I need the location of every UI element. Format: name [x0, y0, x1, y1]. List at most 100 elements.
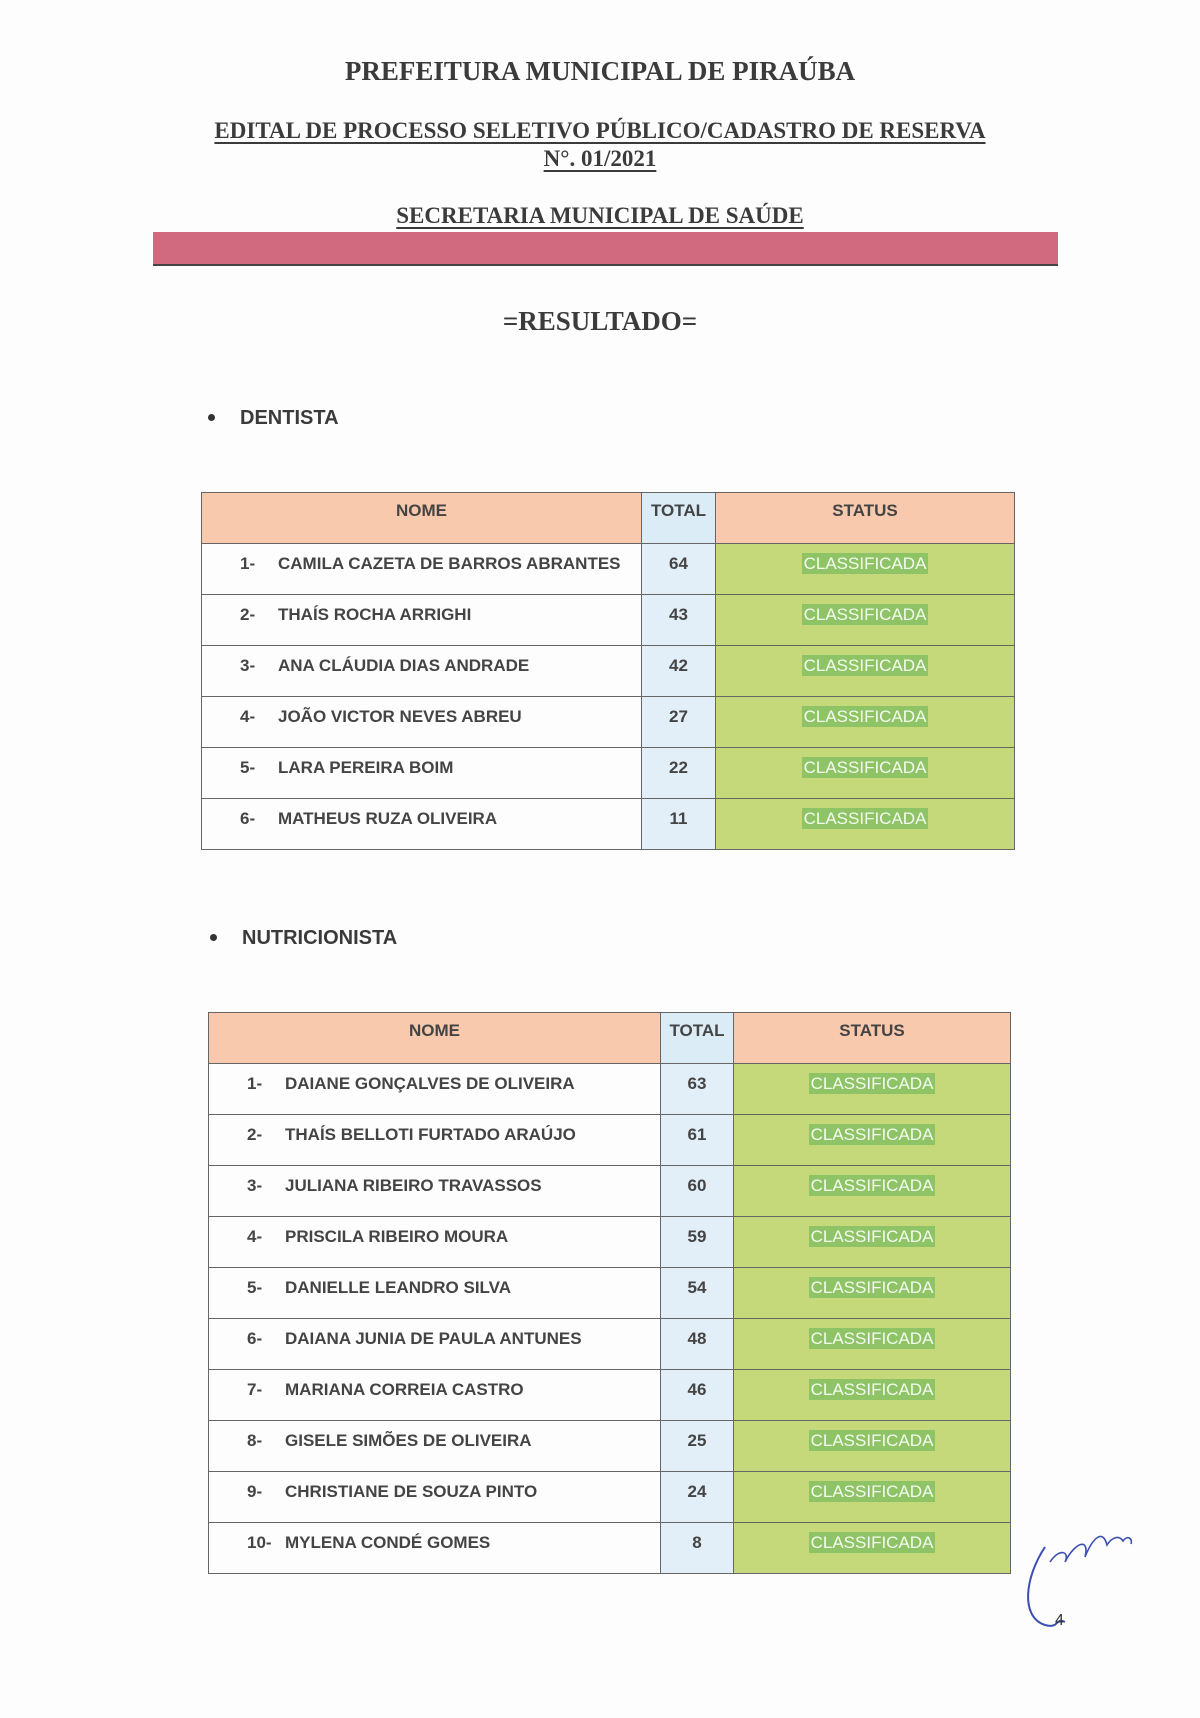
- section-title: NUTRICIONISTA: [242, 927, 398, 949]
- total-cell: 42: [641, 645, 716, 697]
- col-total: TOTAL: [660, 1012, 734, 1064]
- status-badge: CLASSIFICADA: [808, 1328, 936, 1349]
- rank: 1-: [240, 554, 256, 573]
- candidate-name: GISELE SIMÕES DE OLIVEIRA: [285, 1431, 532, 1450]
- status-badge: CLASSIFICADA: [808, 1124, 936, 1145]
- edital-number: N°. 01/2021: [0, 146, 1200, 172]
- candidate-name: THAÍS ROCHA ARRIGHI: [278, 605, 472, 624]
- edital-text: EDITAL DE PROCESSO SELETIVO PÚBLICO/CADA…: [214, 118, 986, 143]
- name-cell: 2- THAÍS BELLOTI FURTADO ARAÚJO: [208, 1114, 661, 1166]
- total-cell: 59: [660, 1216, 734, 1268]
- name-cell: 5- DANIELLE LEANDRO SILVA: [208, 1267, 661, 1319]
- total-cell: 46: [660, 1369, 734, 1421]
- status-badge: CLASSIFICADA: [808, 1532, 936, 1553]
- table-row: 4- JOÃO VICTOR NEVES ABREU 27 CLASSIFICADA: [201, 696, 1015, 748]
- rank: 8-: [247, 1431, 263, 1450]
- col-total: TOTAL: [641, 492, 716, 544]
- candidate-name: JULIANA RIBEIRO TRAVASSOS: [285, 1176, 542, 1195]
- rank: 3-: [240, 656, 256, 675]
- status-badge: CLASSIFICADA: [801, 553, 929, 574]
- section-dentista: DENTISTA: [208, 407, 339, 430]
- total-cell: 43: [641, 594, 716, 646]
- table-header: NOME TOTAL STATUS: [201, 492, 1015, 544]
- status-badge: CLASSIFICADA: [808, 1481, 936, 1502]
- candidate-name: DANIELLE LEANDRO SILVA: [285, 1278, 512, 1297]
- rank: 2-: [247, 1125, 263, 1144]
- col-status: STATUS: [733, 1012, 1011, 1064]
- name-cell: 9- CHRISTIANE DE SOUZA PINTO: [208, 1471, 661, 1523]
- name-cell: 3- ANA CLÁUDIA DIAS ANDRADE: [201, 645, 642, 697]
- status-badge: CLASSIFICADA: [801, 757, 929, 778]
- col-nome: NOME: [208, 1012, 661, 1064]
- status-cell: CLASSIFICADA: [733, 1114, 1011, 1166]
- name-cell: 10- MYLENA CONDÉ GOMES: [208, 1522, 661, 1574]
- status-badge: CLASSIFICADA: [808, 1175, 936, 1196]
- dentista-table: NOME TOTAL STATUS 1- CAMILA CAZETA DE BAR…: [201, 492, 1015, 850]
- total-cell: 27: [641, 696, 716, 748]
- status-cell: CLASSIFICADA: [733, 1063, 1011, 1115]
- table-row: 5- DANIELLE LEANDRO SILVA 54 CLASSIFICADA: [208, 1267, 1011, 1319]
- candidate-name: MATHEUS RUZA OLIVEIRA: [278, 809, 498, 828]
- name-cell: 1- DAIANE GONÇALVES DE OLIVEIRA: [208, 1063, 661, 1115]
- total-cell: 11: [641, 798, 716, 850]
- table-row: 6- MATHEUS RUZA OLIVEIRA 11 CLASSIFICADA: [201, 798, 1015, 850]
- table-row: 3- JULIANA RIBEIRO TRAVASSOS 60 CLASSIFICAD…: [208, 1165, 1011, 1217]
- status-cell: CLASSIFICADA: [733, 1369, 1011, 1421]
- name-cell: 5- LARA PEREIRA BOIM: [201, 747, 642, 799]
- total-cell: 22: [641, 747, 716, 799]
- candidate-name: THAÍS BELLOTI FURTADO ARAÚJO: [285, 1125, 576, 1144]
- status-badge: CLASSIFICADA: [801, 808, 929, 829]
- name-cell: 7- MARIANA CORREIA CASTRO: [208, 1369, 661, 1421]
- status-badge: CLASSIFICADA: [808, 1226, 936, 1247]
- status-badge: CLASSIFICADA: [801, 706, 929, 727]
- edital-number-text: N°. 01/2021: [543, 146, 657, 171]
- table-row: 10- MYLENA CONDÉ GOMES 8 CLASSIFICADA: [208, 1522, 1011, 1574]
- status-cell: CLASSIFICADA: [715, 747, 1015, 799]
- total-cell: 8: [660, 1522, 734, 1574]
- rank: 3-: [247, 1176, 263, 1195]
- col-nome: NOME: [201, 492, 642, 544]
- name-cell: 6- DAIANA JUNIA DE PAULA ANTUNES: [208, 1318, 661, 1370]
- total-cell: 61: [660, 1114, 734, 1166]
- name-cell: 2- THAÍS ROCHA ARRIGHI: [201, 594, 642, 646]
- status-badge: CLASSIFICADA: [808, 1277, 936, 1298]
- status-cell: CLASSIFICADA: [715, 543, 1015, 595]
- nutricionista-table: NOME TOTAL STATUS 1- DAIANE GONÇALVES DE …: [208, 1012, 1011, 1574]
- edital-title: EDITAL DE PROCESSO SELETIVO PÚBLICO/CADA…: [0, 118, 1200, 144]
- col-status: STATUS: [715, 492, 1015, 544]
- name-cell: 8- GISELE SIMÕES DE OLIVEIRA: [208, 1420, 661, 1472]
- signature: 4: [1027, 1535, 1133, 1629]
- resultado-heading: =RESULTADO=: [502, 306, 698, 336]
- candidate-name: JOÃO VICTOR NEVES ABREU: [278, 707, 522, 726]
- total-cell: 48: [660, 1318, 734, 1370]
- status-cell: CLASSIFICADA: [715, 696, 1015, 748]
- total-cell: 60: [660, 1165, 734, 1217]
- candidate-name: LARA PEREIRA BOIM: [278, 758, 454, 777]
- page-number: 4: [1055, 1612, 1064, 1629]
- status-cell: CLASSIFICADA: [715, 645, 1015, 697]
- name-cell: 6- MATHEUS RUZA OLIVEIRA: [201, 798, 642, 850]
- rank: 5-: [240, 758, 256, 777]
- table-row: 5- LARA PEREIRA BOIM 22 CLASSIFICADA: [201, 747, 1015, 799]
- rank: 6-: [240, 809, 256, 828]
- bullet-icon: [208, 414, 215, 421]
- table-row: 7- MARIANA CORREIA CASTRO 46 CLASSIFICADA: [208, 1369, 1011, 1421]
- candidate-name: MYLENA CONDÉ GOMES: [285, 1533, 491, 1552]
- name-cell: 4- PRISCILA RIBEIRO MOURA: [208, 1216, 661, 1268]
- total-cell: 54: [660, 1267, 734, 1319]
- status-cell: CLASSIFICADA: [733, 1471, 1011, 1523]
- secretaria-title: SECRETARIA MUNICIPAL DE SAÚDE: [0, 203, 1200, 229]
- name-cell: 3- JULIANA RIBEIRO TRAVASSOS: [208, 1165, 661, 1217]
- rank: 6-: [247, 1329, 263, 1348]
- table-row: 8- GISELE SIMÕES DE OLIVEIRA 25 CLASSIFICAD…: [208, 1420, 1011, 1472]
- status-cell: CLASSIFICADA: [733, 1267, 1011, 1319]
- table-row: 4- PRISCILA RIBEIRO MOURA 59 CLASSIFICADA: [208, 1216, 1011, 1268]
- rank: 10-: [247, 1533, 272, 1552]
- status-badge: CLASSIFICADA: [801, 655, 929, 676]
- status-cell: CLASSIFICADA: [715, 594, 1015, 646]
- section-title: DENTISTA: [240, 407, 339, 429]
- table-row: 1- CAMILA CAZETA DE BARROS ABRANTES 64 CLAS…: [201, 543, 1015, 595]
- status-badge: CLASSIFICADA: [808, 1073, 936, 1094]
- name-cell: 4- JOÃO VICTOR NEVES ABREU: [201, 696, 642, 748]
- table-row: 1- DAIANE GONÇALVES DE OLIVEIRA 63 CLASSIFI…: [208, 1063, 1011, 1115]
